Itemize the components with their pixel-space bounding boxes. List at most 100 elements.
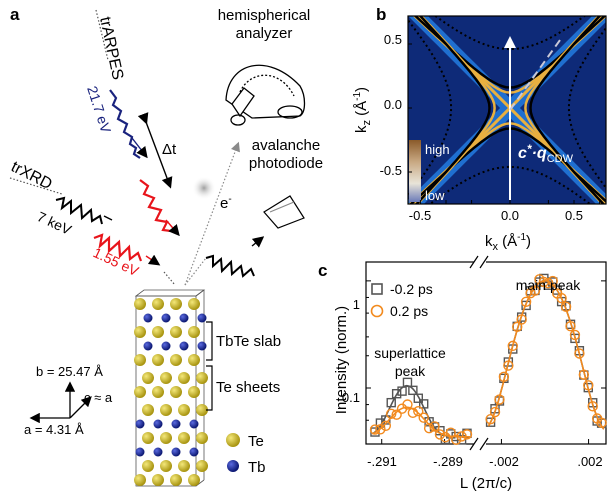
map-xlabel: kx (Å-1)	[485, 232, 531, 253]
te-atom	[170, 298, 182, 310]
data-point-2	[429, 421, 440, 432]
pump-wave-packet-upper	[139, 179, 180, 237]
te-atom	[188, 386, 200, 398]
map-ytick-3: -0.5	[380, 163, 402, 178]
axis-break-top	[469, 255, 489, 269]
data-point-2	[494, 394, 505, 405]
data-point-1	[391, 389, 402, 399]
tb-atom	[161, 341, 171, 351]
data-point-2	[375, 424, 386, 435]
data-point-2	[596, 417, 607, 428]
data-point-2	[402, 399, 413, 410]
te-atom	[160, 404, 172, 416]
tb-atom	[143, 341, 153, 351]
data-point-2	[413, 406, 424, 417]
data-point-1	[397, 386, 407, 396]
main-peak-annotation: main peak	[516, 277, 582, 293]
sheets-label: Te sheets	[216, 379, 280, 396]
xrd-wave-packet	[55, 196, 113, 225]
pump-energy-label: 1.55 eV	[91, 244, 142, 279]
data-point-2	[516, 314, 527, 325]
plot-ytick-2: 0.1	[342, 390, 360, 405]
slab-brackets	[206, 321, 213, 411]
tb-atom	[189, 447, 199, 457]
xrd-energy-label: 7 keV	[35, 208, 75, 238]
data-point-2	[569, 329, 581, 341]
data-point-2	[489, 406, 501, 418]
te-atom	[188, 474, 200, 486]
plot-xlabel: L (2π/c)	[460, 475, 512, 492]
map-xtick-1: -0.5	[409, 208, 431, 223]
colorbar-low-label: low	[425, 188, 445, 203]
tb-atom	[197, 341, 207, 351]
arpes-wave-packet	[109, 89, 148, 159]
map-frame	[407, 15, 607, 205]
data-point-2	[574, 348, 585, 359]
data-point-2	[445, 427, 456, 438]
data-point-2	[498, 371, 510, 383]
apd-label-line1: avalanche	[252, 137, 320, 154]
data-point-2	[391, 409, 402, 420]
panel-label-c: c	[318, 261, 327, 280]
tb-atom	[153, 419, 163, 429]
photodiode-icon	[263, 195, 305, 229]
legend-marker-series-2	[370, 304, 384, 318]
te-atom	[196, 372, 208, 384]
te-atom	[134, 298, 146, 310]
legend-te-marker	[226, 433, 240, 447]
te-atom	[188, 354, 200, 366]
map-ytick-1: 0.5	[384, 32, 402, 47]
te-atom	[152, 298, 164, 310]
te-atom	[160, 432, 172, 444]
panel-label-a: a	[10, 5, 20, 24]
plot-ticks	[366, 280, 606, 444]
beam-lines	[9, 9, 240, 286]
plot-xtick-2: -.289	[433, 454, 463, 469]
fit-line-main	[487, 279, 605, 430]
plot-data	[369, 273, 607, 445]
data-point-1	[413, 393, 423, 403]
map-xtick-3: 0.5	[565, 208, 583, 223]
data-point-2	[450, 434, 462, 445]
data-point-2	[520, 296, 532, 308]
colorbar-high-label: high	[425, 142, 450, 157]
legend-tb-label: Tb	[248, 459, 266, 476]
data-point-2	[565, 320, 576, 332]
map-sheet-black	[414, 16, 491, 204]
data-point-1	[375, 418, 386, 428]
data-point-2	[560, 301, 572, 313]
te-atom	[134, 386, 146, 398]
te-atom	[160, 460, 172, 472]
trarpes-label: trARPES	[96, 15, 126, 81]
panel-label-b: b	[376, 5, 386, 24]
plot-xtick-1: -.291	[367, 454, 397, 469]
data-point-2	[461, 429, 473, 440]
data-point-2	[434, 429, 446, 440]
tb-atom	[135, 419, 145, 429]
cdw-vector-label: c*·qCDW	[518, 142, 574, 165]
data-point-2	[380, 420, 392, 432]
plot-xtick-4: .002	[577, 454, 602, 469]
apd-label-line2: photodiode	[249, 155, 323, 172]
tb-atom	[189, 419, 199, 429]
te-atom	[152, 354, 164, 366]
pump-wave-packet-lower	[93, 233, 161, 266]
data-point-2	[507, 340, 518, 352]
data-point-2	[456, 431, 467, 442]
data-point-2	[587, 401, 598, 412]
te-atom	[188, 298, 200, 310]
delay-arrow	[137, 112, 173, 189]
slab-label: TbTe slab	[216, 333, 281, 350]
map-ticks	[408, 43, 601, 204]
te-atom	[196, 432, 208, 444]
tb-atom	[179, 313, 189, 323]
te-atom	[152, 326, 164, 338]
te-atom	[152, 474, 164, 486]
axis-break-bottom	[469, 437, 489, 451]
analyzer-label-line1: hemispherical	[218, 7, 311, 24]
te-atom	[142, 432, 154, 444]
data-point-2	[583, 380, 594, 391]
electron-label: e-	[220, 194, 232, 212]
te-atom	[142, 460, 154, 472]
te-atom	[178, 432, 190, 444]
